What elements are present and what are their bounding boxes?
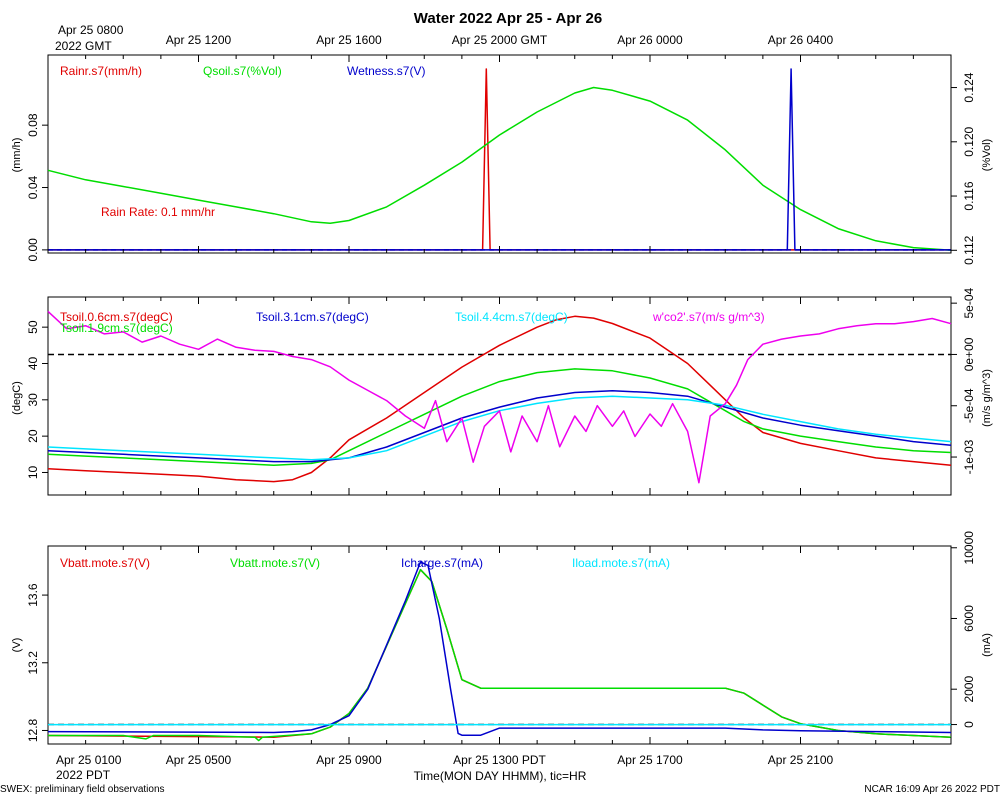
left-tick-label: 40 bbox=[26, 356, 40, 370]
series-line bbox=[48, 568, 952, 742]
series-label-vbatt-red: Vbatt.mote.s7(V) bbox=[60, 556, 150, 570]
right-tick-label: 0 bbox=[962, 721, 976, 728]
right-tick-label: 2000 bbox=[962, 676, 976, 703]
top-tick-label: Apr 25 1600 bbox=[316, 33, 382, 47]
left-tick-label: 0.04 bbox=[26, 176, 40, 200]
series-line bbox=[47, 86, 952, 252]
bottom-tick-label: Apr 25 2100 bbox=[768, 753, 834, 767]
panel-temperature-frame bbox=[47, 296, 952, 496]
bottom-tick-label-year: 2022 PDT bbox=[56, 768, 111, 782]
bottom-tick-label: Apr 25 0500 bbox=[166, 753, 232, 767]
panel-battery: 12.8 13.2 13.6 0 2000 6000 10000 (V) (mA) Vbat… bbox=[11, 531, 993, 745]
right-tick-label: 10000 bbox=[962, 531, 976, 565]
series-line bbox=[47, 315, 952, 483]
series-label-tsoil06: Tsoil.0.6cm.s7(degC) bbox=[60, 310, 173, 324]
footer-left: SWEX: preliminary field observations bbox=[0, 784, 165, 795]
series-line bbox=[47, 368, 952, 466]
chart-title: Water 2022 Apr 25 - Apr 26 bbox=[414, 10, 602, 27]
series-line bbox=[48, 68, 951, 251]
right-tick-label: 0.120 bbox=[962, 126, 976, 156]
footer-right: NCAR 16:09 Apr 26 2022 PDT bbox=[864, 784, 1000, 795]
right-tick-label: -5e-04 bbox=[962, 388, 976, 423]
top-tick-label: Apr 25 1200 bbox=[166, 33, 232, 47]
left-tick-label: 0.00 bbox=[26, 238, 40, 262]
left-tick-label: 13.6 bbox=[26, 583, 40, 607]
left-axis-label: (degC) bbox=[11, 381, 23, 415]
series-label-tsoil31: Tsoil.3.1cm.s7(degC) bbox=[256, 310, 369, 324]
right-tick-label: 0.116 bbox=[962, 181, 976, 210]
x-axis-label: Time(MON DAY HHMM), tic=HR bbox=[414, 769, 587, 783]
right-tick-label: 6000 bbox=[962, 605, 976, 632]
bottom-tick-label: Apr 25 1700 bbox=[617, 753, 683, 767]
right-axis-label: (mA) bbox=[981, 633, 993, 657]
right-tick-label: 0.124 bbox=[962, 72, 976, 102]
top-axis-labels: Apr 25 0800 2022 GMT Apr 25 1200 Apr 25 160… bbox=[55, 23, 834, 53]
left-tick-label: 20 bbox=[26, 429, 40, 443]
right-axis-label: (%Vol) bbox=[981, 139, 993, 171]
right-axis-label: (m/s g/m^3) bbox=[981, 369, 993, 427]
left-tick-label: 13.2 bbox=[26, 651, 40, 675]
right-tick-label: 5e-04 bbox=[962, 287, 976, 318]
series-line bbox=[47, 561, 952, 736]
top-tick-label-year: 2022 GMT bbox=[55, 39, 112, 53]
left-tick-label: 0.08 bbox=[26, 113, 40, 137]
series-label-tsoil44: Tsoil.4.4cm.s7(degC) bbox=[455, 310, 568, 324]
left-axis-label: (mm/h) bbox=[11, 138, 23, 173]
bottom-tick-label: Apr 25 0100 bbox=[56, 753, 122, 767]
right-tick-label: 0e+00 bbox=[962, 337, 976, 371]
series-label-wetness: Wetness.s7(V) bbox=[347, 64, 425, 78]
series-label-vbatt-green: Vbatt.mote.s7(V) bbox=[230, 556, 320, 570]
series-line bbox=[48, 68, 951, 251]
panel-water-frame bbox=[47, 54, 952, 254]
left-tick-label: 50 bbox=[26, 320, 40, 334]
series-line bbox=[47, 310, 952, 484]
right-tick-label: 0.112 bbox=[962, 235, 976, 264]
top-tick-label: Apr 25 2000 GMT bbox=[452, 33, 548, 47]
left-tick-label: 30 bbox=[26, 393, 40, 407]
left-axis-label: (V) bbox=[11, 638, 23, 653]
series-label-iload: Iload.mote.s7(mA) bbox=[572, 556, 670, 570]
series-label-qsoil: Qsoil.s7(%Vol) bbox=[203, 64, 282, 78]
series-label-tsoil19: Tsoil.1.9cm.s7(degC) bbox=[60, 321, 173, 335]
top-tick-label: Apr 26 0400 bbox=[768, 33, 834, 47]
bottom-tick-label: Apr 25 0900 bbox=[316, 753, 382, 767]
right-tick-label: -1e-03 bbox=[962, 439, 976, 474]
series-label-icharge: Icharge.s7(mA) bbox=[401, 556, 483, 570]
series-line bbox=[47, 568, 952, 738]
top-tick-label: Apr 26 0000 bbox=[617, 33, 683, 47]
rain-rate-annotation: Rain Rate: 0.1 mm/hr bbox=[101, 205, 215, 219]
left-tick-label: 10 bbox=[26, 465, 40, 479]
series-line bbox=[47, 389, 952, 463]
series-label-rainr: Rainr.s7(mm/h) bbox=[60, 64, 142, 78]
top-tick-label: Apr 25 0800 bbox=[58, 23, 124, 37]
panel-battery-frame bbox=[47, 545, 952, 745]
left-tick-label: 12.8 bbox=[26, 718, 40, 742]
series-label-wco2: w'co2'.s7(m/s g/m^3) bbox=[652, 310, 765, 324]
bottom-tick-label: Apr 25 1300 PDT bbox=[453, 753, 546, 767]
